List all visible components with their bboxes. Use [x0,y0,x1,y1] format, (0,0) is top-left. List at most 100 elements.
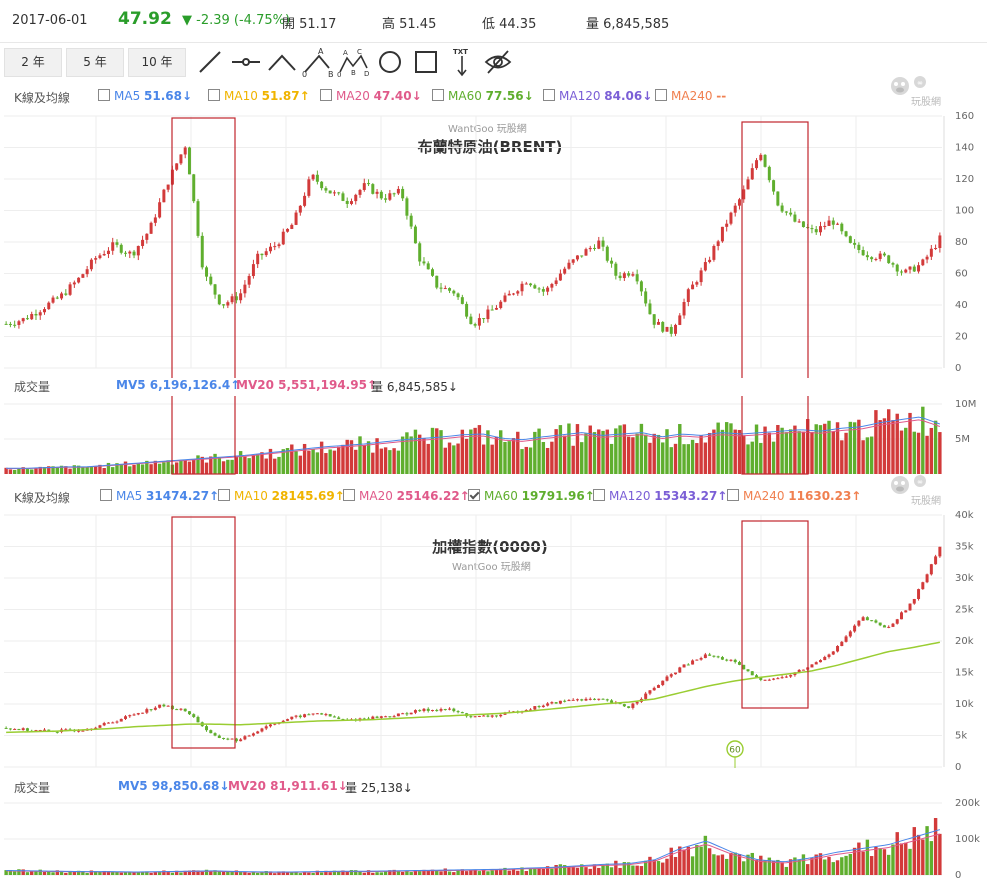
volume-bar [294,451,298,474]
y-tick-label: 10M [955,399,976,410]
candle-body [162,189,166,203]
ma5-toggle-2[interactable]: MA5 31474.27↑ [100,489,219,503]
ma20-toggle[interactable]: MA20 47.40↓ [320,89,422,103]
volume-bar [618,425,622,474]
volume-bar [72,871,77,875]
candle-body [98,725,102,728]
candle-body [580,699,584,701]
chart1-watermark: WantGoo 玩股網 [448,124,527,135]
volume-bar [81,871,85,875]
candle-body [209,730,213,734]
line-tool-icon[interactable] [193,46,227,78]
candle-body [388,716,392,718]
candle-body [426,708,430,711]
volume-bar [580,442,584,474]
volume-bar [592,864,597,875]
volume-bar [597,867,601,875]
volume-bar [439,430,443,474]
volume-bar [754,424,759,474]
candle-body [887,255,891,264]
volume-bar [136,871,141,875]
candle-body [524,283,528,285]
volume-bar [439,871,443,875]
segment-tool-icon[interactable] [229,46,263,78]
volume-bar [537,428,541,474]
candle-body [900,271,903,273]
volume-bar [332,870,337,875]
volume-bar [76,870,81,875]
range-2y-button[interactable]: 2 年 [4,48,62,77]
ma240-toggle[interactable]: MA240 -- [655,89,726,103]
text-tool-icon[interactable]: TXT [445,46,479,78]
volume-bar [511,438,516,474]
angle-tool-icon[interactable] [265,46,299,78]
candle-body [921,259,925,266]
volume-bar [200,871,204,875]
volume-bar [861,440,865,474]
candle-body [422,261,426,264]
volume-bar [430,869,435,875]
volume-bar [68,871,72,875]
ma120-toggle-2[interactable]: MA120 15343.27↑ [593,489,727,503]
ma60-toggle[interactable]: MA60 77.56↓ [432,89,534,103]
candle-body [789,212,793,215]
candle-body [217,294,221,305]
candle-body [8,323,12,325]
candle-body [251,264,255,277]
candle-body [571,699,575,701]
volume-bar [652,860,656,875]
range-5y-button[interactable]: 5 年 [66,48,124,77]
ma120-toggle[interactable]: MA120 84.06↓ [543,89,652,103]
volume-bar [912,827,916,875]
candle-body [132,714,136,716]
ma60-toggle-2[interactable]: MA60 19791.96↑ [468,489,595,503]
candle-body [776,678,780,680]
volume-bar [874,410,878,474]
candle-body [584,249,588,256]
y-tick-label: 15k [955,668,974,679]
candle-body [222,737,226,739]
candle-body [239,293,243,301]
volume-bar [388,870,392,875]
volume-bar [140,464,145,474]
volume-bar [656,434,661,474]
candle-body [733,659,737,663]
rectangle-tool-icon[interactable] [409,46,443,78]
volume-bar [64,872,68,875]
ma60-line [6,641,941,734]
candle-body [661,321,665,332]
candle-body [226,738,230,740]
volume-bar [366,870,371,875]
candle-body [878,253,882,259]
candle-body [878,622,882,626]
candle-body [767,679,771,681]
abc-wave-tool-icon[interactable]: A 0 B [301,46,335,79]
candle-body [767,166,771,181]
volume-bar [784,432,789,474]
highlight-box-2008-taiex [171,516,236,749]
candle-body [635,701,639,704]
ma5-toggle[interactable]: MA5 51.68↓ [98,89,192,103]
ma10-toggle[interactable]: MA10 51.87↑ [208,89,310,103]
volume-bar [456,870,460,875]
volume-bar [780,427,784,474]
volume-bar [255,454,260,474]
volume-bar [187,461,192,474]
volume-bar [119,872,123,875]
hide-tool-icon[interactable] [481,46,515,78]
candle-body [712,655,716,657]
range-10y-button[interactable]: 10 年 [128,48,186,77]
candle-body [106,722,110,724]
candle-body [175,709,179,711]
candle-body [772,678,776,680]
candle-body [166,705,170,707]
ma20-toggle-2[interactable]: MA20 25146.22↑ [343,489,470,503]
ma240-toggle-2[interactable]: MA240 11630.23↑ [727,489,861,503]
volume-bar [25,872,30,875]
ma10-toggle-2[interactable]: MA10 28145.69↑ [218,489,345,503]
volume-bar [767,432,772,474]
candle-body [162,704,166,707]
candle-body [541,705,545,708]
circle-tool-icon[interactable] [373,46,407,78]
